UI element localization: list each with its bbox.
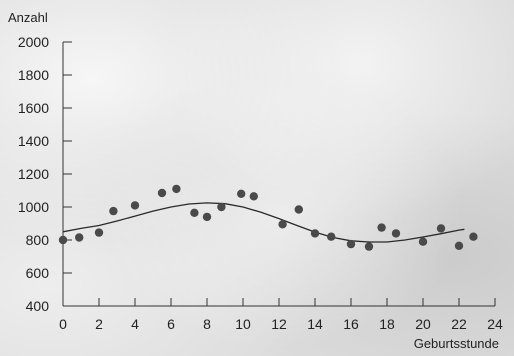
x-tick-label: 14 xyxy=(307,316,323,332)
data-point xyxy=(310,229,320,238)
y-tick-label: 400 xyxy=(26,298,50,314)
data-point xyxy=(454,241,464,250)
data-point xyxy=(172,184,181,194)
data-point xyxy=(377,223,386,232)
x-tick-label: 2 xyxy=(95,316,103,332)
x-tick-label: 12 xyxy=(271,316,287,332)
data-point xyxy=(278,220,287,229)
data-point xyxy=(436,224,446,233)
y-axis-label: Anzahl xyxy=(8,10,48,25)
trend-line-group xyxy=(62,202,465,243)
data-point xyxy=(237,189,246,198)
data-point xyxy=(294,205,303,214)
data-point xyxy=(249,192,258,201)
data-point xyxy=(346,239,356,249)
data-point xyxy=(327,232,336,241)
data-point xyxy=(190,208,199,217)
y-tick-label: 1200 xyxy=(18,166,49,182)
data-point xyxy=(130,201,140,210)
data-point xyxy=(94,228,104,237)
x-tick-label: 24 xyxy=(487,316,503,332)
x-tick-label: 4 xyxy=(131,316,139,332)
data-point xyxy=(202,212,212,222)
data-point xyxy=(418,237,428,246)
y-tick-label: 1400 xyxy=(18,133,49,149)
data-point xyxy=(469,232,478,241)
y-tick-label: 1800 xyxy=(18,67,49,83)
x-tick-label: 0 xyxy=(59,316,67,332)
data-point xyxy=(364,242,374,251)
x-tick-label: 22 xyxy=(451,316,467,332)
x-tick-label: 18 xyxy=(379,316,395,332)
y-tick-label: 600 xyxy=(26,265,50,281)
x-tick-label: 16 xyxy=(343,316,359,332)
y-tick-label: 1600 xyxy=(18,100,49,116)
y-tick-label: 800 xyxy=(26,232,50,248)
data-point xyxy=(75,233,84,242)
x-tick-label: 6 xyxy=(167,316,175,332)
data-point xyxy=(157,188,167,198)
y-tick-label: 2000 xyxy=(18,34,49,50)
data-point xyxy=(391,229,401,238)
x-tick-label: 20 xyxy=(415,316,431,332)
x-tick-label: 10 xyxy=(235,316,251,332)
data-point xyxy=(58,235,68,245)
trend-line xyxy=(62,202,465,243)
data-point xyxy=(217,202,226,212)
data-point xyxy=(109,206,118,216)
x-tick-label: 8 xyxy=(203,316,211,332)
x-axis-label: Geburtsstunde xyxy=(414,336,499,351)
y-tick-label: 1000 xyxy=(18,199,49,215)
data-points xyxy=(58,184,478,251)
